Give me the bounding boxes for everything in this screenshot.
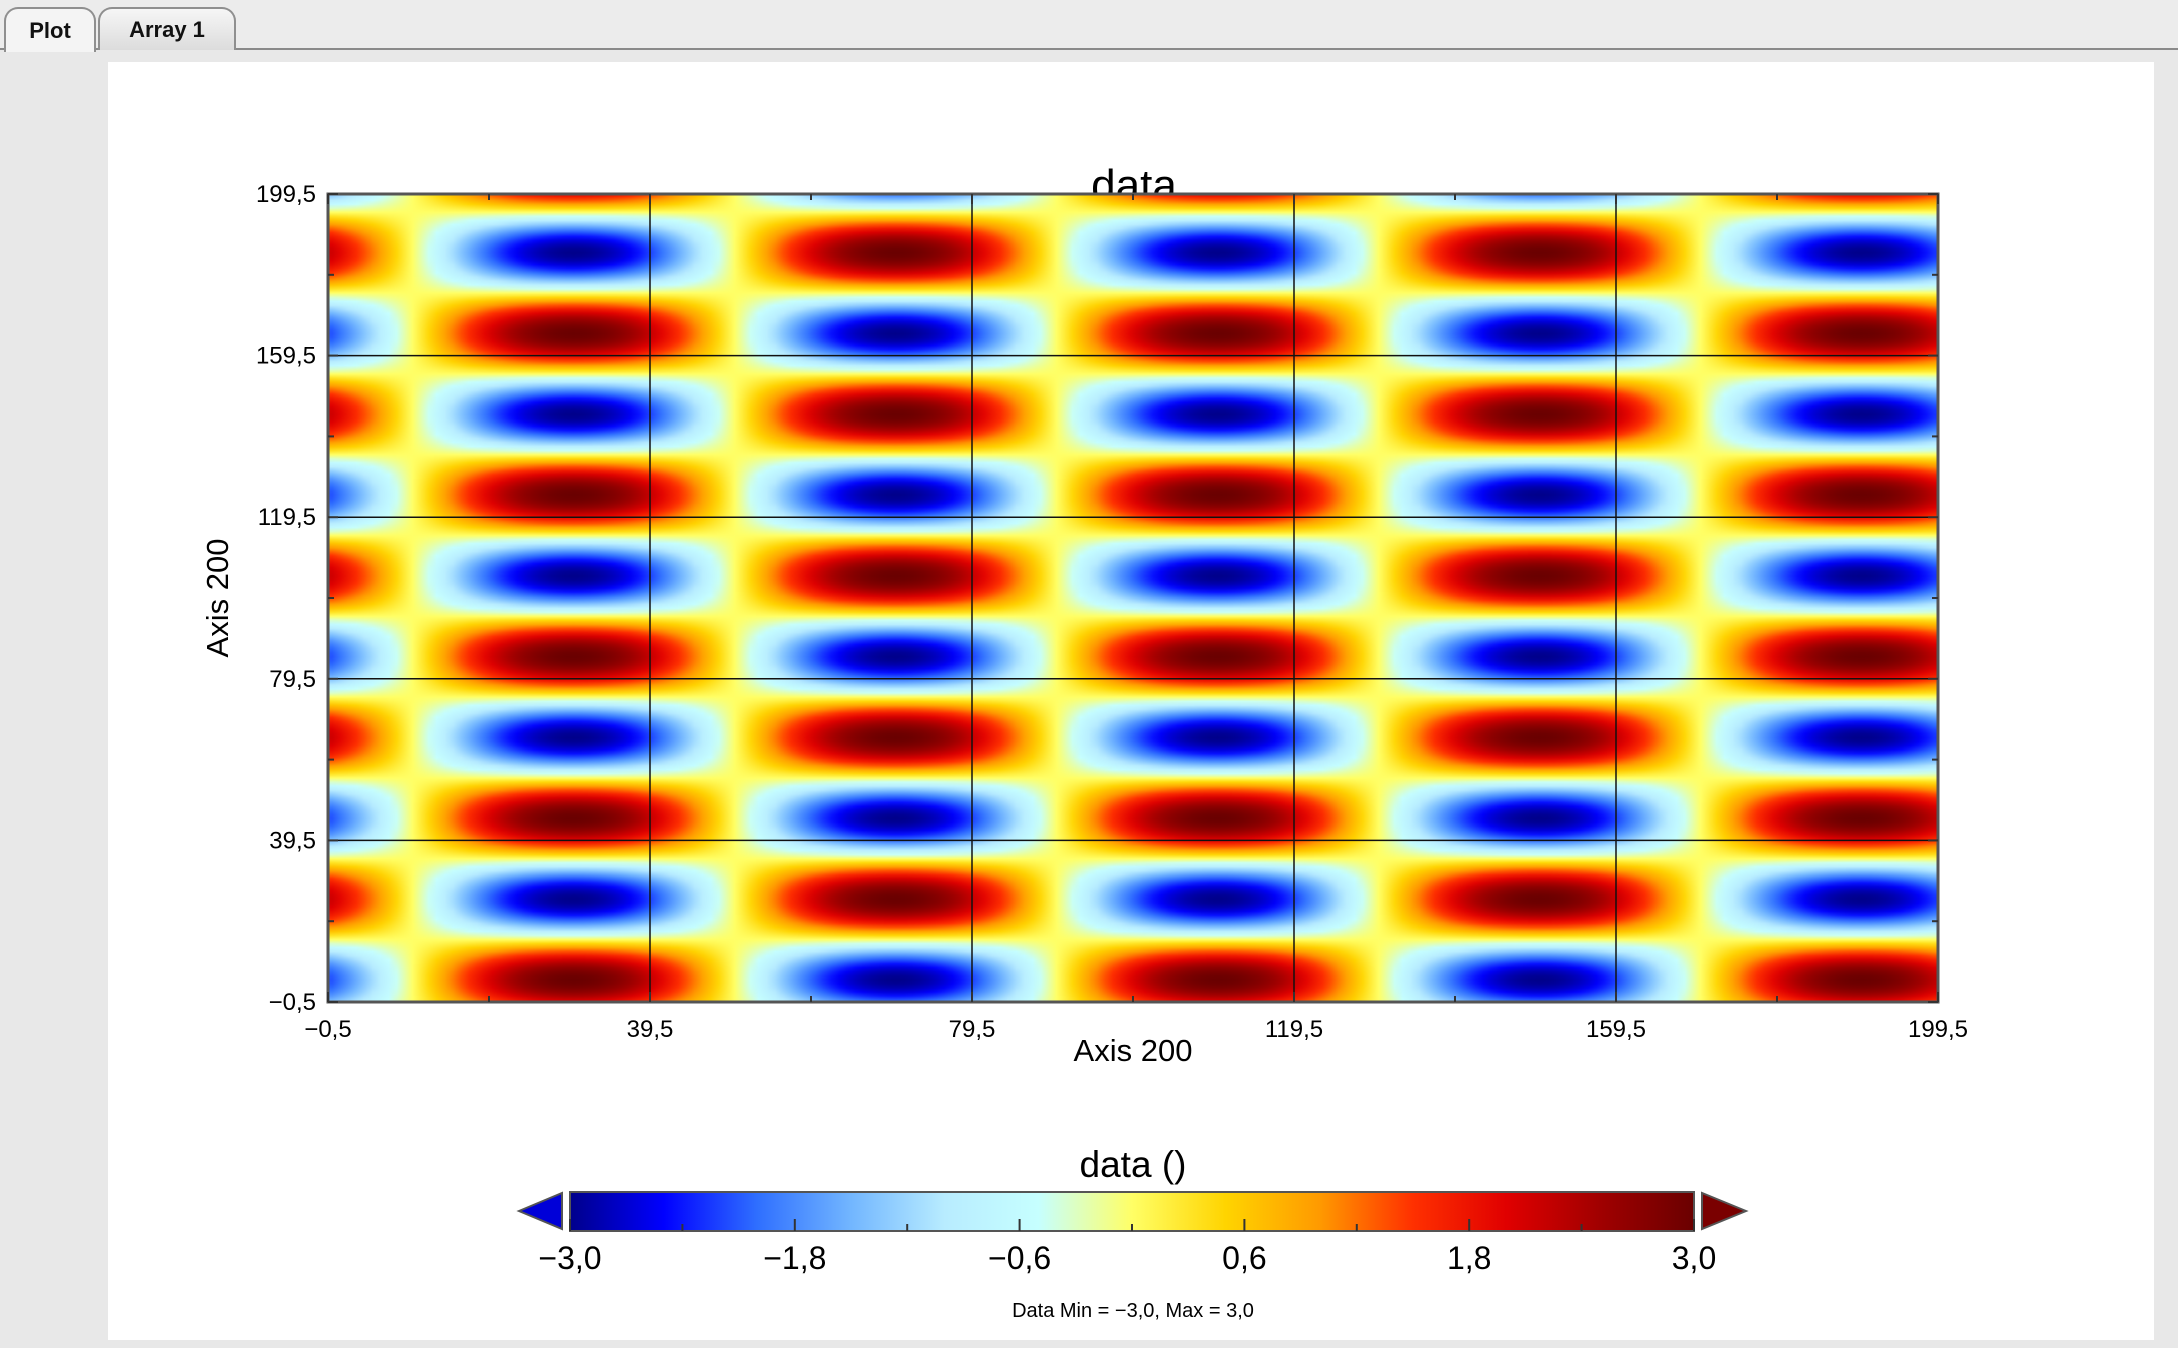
plot-panel: data −0,5 39,5 79,5 119,5 159,5 199,5 −0,5 39,… xyxy=(108,62,2154,1340)
colorbar-tick-label: 0,6 xyxy=(1222,1240,1266,1276)
tab-bar: Plot Array 1 xyxy=(0,0,2178,52)
heatmap-image xyxy=(328,194,1938,1002)
colorbar-tick-label: −3,0 xyxy=(538,1240,601,1276)
y-axis-label: Axis 200 xyxy=(200,539,235,658)
tab-plot[interactable]: Plot xyxy=(4,7,96,52)
colorbar-min-arrow xyxy=(516,1191,563,1231)
colorbar-ticks: −3,0 −1,8 −0,6 0,6 1,8 3,0 xyxy=(538,1219,1716,1276)
x-tick-label: −0,5 xyxy=(304,1016,351,1043)
colorbar-tick-label: 1,8 xyxy=(1447,1240,1491,1276)
tab-array-1[interactable]: Array 1 xyxy=(98,7,236,50)
y-axis: −0,5 39,5 79,5 119,5 159,5 199,5 xyxy=(256,181,1938,1016)
x-tick-label: 39,5 xyxy=(627,1016,674,1043)
x-tick-label: 159,5 xyxy=(1586,1016,1646,1043)
x-tick-label: 79,5 xyxy=(949,1016,996,1043)
plot-area xyxy=(326,192,1940,1004)
x-axis: −0,5 39,5 79,5 119,5 159,5 199,5 xyxy=(304,194,1968,1043)
y-tick-label: 199,5 xyxy=(256,181,316,208)
y-tick-label: −0,5 xyxy=(269,989,316,1016)
colorbar-title: data () xyxy=(1080,1144,1187,1185)
colorbar-tick-label: −0,6 xyxy=(988,1240,1051,1276)
y-tick-label: 39,5 xyxy=(269,827,316,854)
x-tick-label: 119,5 xyxy=(1265,1016,1323,1043)
colorbar-tick-label: −1,8 xyxy=(763,1240,826,1276)
y-tick-label: 79,5 xyxy=(269,666,316,693)
x-axis-label: Axis 200 xyxy=(1074,1033,1193,1068)
colorbar-max-arrow xyxy=(1701,1191,1749,1231)
x-tick-label: 199,5 xyxy=(1908,1016,1968,1043)
y-tick-label: 119,5 xyxy=(258,504,316,531)
data-min-max-text: Data Min = −3,0, Max = 3,0 xyxy=(1012,1300,1254,1322)
colorbar-tick-label: 3,0 xyxy=(1672,1240,1716,1276)
colorbar: data () −3,0 −1,8 −0,6 0,6 1,8 3,0 Data Min =… xyxy=(516,1144,1749,1322)
grid-lines xyxy=(328,194,1938,1002)
y-tick-label: 159,5 xyxy=(256,343,316,370)
